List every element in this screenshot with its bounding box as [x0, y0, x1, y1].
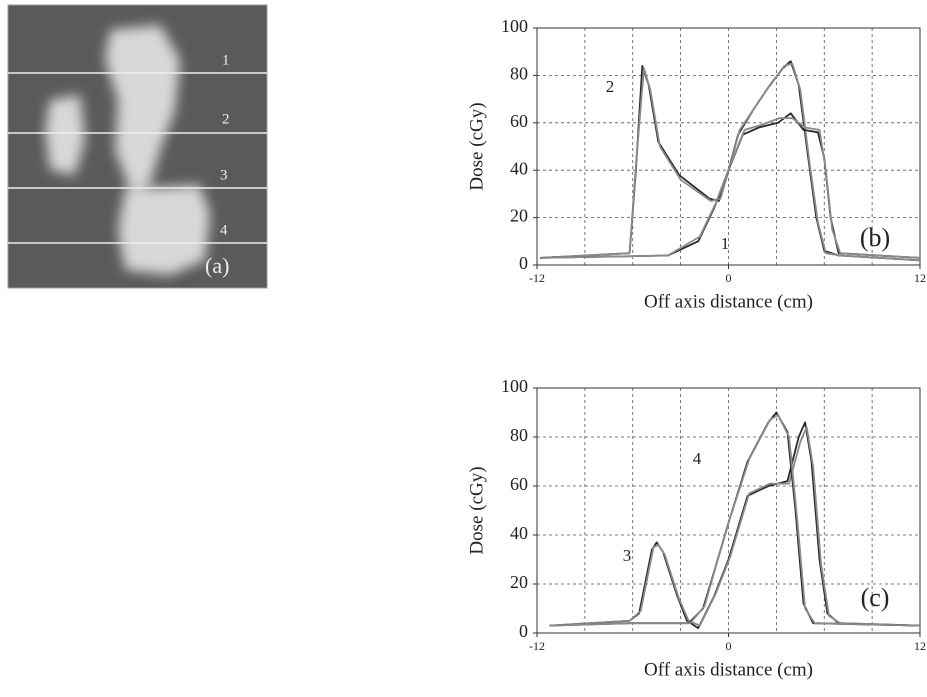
y-tick-label: 20: [510, 572, 528, 592]
curve-label: 1: [721, 234, 730, 253]
y-axis-label: Dose (cGy): [466, 466, 487, 554]
curve-label: 3: [623, 546, 632, 565]
y-tick-label: 40: [510, 523, 528, 543]
y-tick-label: 100: [501, 376, 528, 396]
x-tick-label: 12: [914, 271, 926, 285]
panel-label: (b): [860, 223, 890, 252]
line-label: 2: [222, 111, 230, 127]
x-tick-label: 0: [726, 271, 732, 285]
panel-label: (a): [205, 253, 229, 278]
panel-a-image: 1 2 3 4 (a): [7, 4, 268, 289]
x-tick-label: 0: [726, 639, 732, 653]
line-label: 1: [222, 52, 230, 68]
y-tick-label: 60: [510, 111, 528, 131]
line-label: 4: [220, 222, 228, 238]
y-tick-label: 80: [510, 425, 528, 445]
profile-lines: [8, 72, 267, 244]
y-tick-label: 0: [519, 621, 528, 641]
y-tick-label: 80: [510, 64, 528, 84]
x-axis-label: Off axis distance (cm): [644, 659, 813, 680]
y-tick-label: 100: [501, 16, 528, 36]
x-tick-label: 12: [914, 639, 926, 653]
y-tick-label: 60: [510, 474, 528, 494]
line-labels: 1 2 3 4: [220, 52, 230, 238]
dose-profile: [540, 62, 921, 262]
y-tick-label: 0: [519, 253, 528, 273]
curve-label: 2: [606, 77, 615, 96]
line-label: 3: [220, 167, 228, 183]
dose-profile: [549, 426, 921, 627]
curve-label: 4: [693, 449, 702, 468]
dose-profile: [549, 414, 921, 627]
x-tick-label: -12: [529, 639, 545, 653]
y-axis-label: Dose (cGy): [466, 102, 487, 190]
x-axis-label: Off axis distance (cm): [644, 291, 813, 312]
dose-map: [45, 25, 210, 275]
y-tick-label: 40: [510, 158, 528, 178]
y-tick-label: 20: [510, 206, 528, 226]
dose-profile: [540, 117, 921, 259]
panel-label: (c): [861, 583, 890, 612]
x-tick-label: -12: [529, 271, 545, 285]
